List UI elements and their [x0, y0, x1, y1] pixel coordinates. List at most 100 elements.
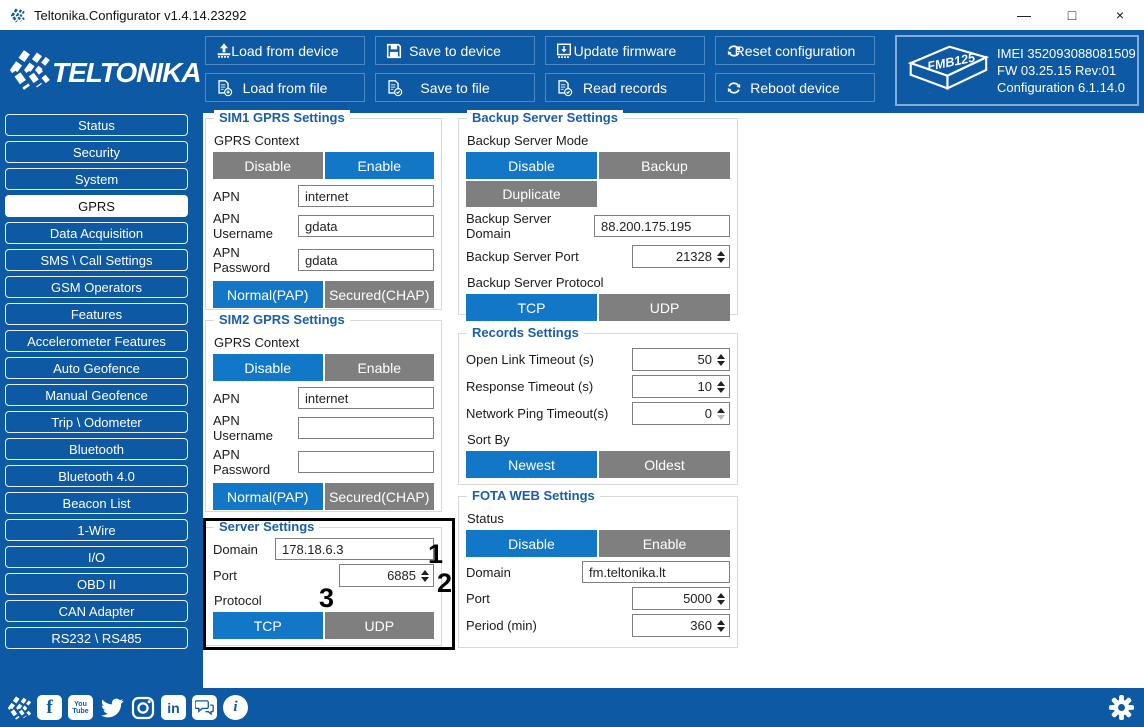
sim1-secured-chap-button[interactable]: Secured(CHAP) — [324, 281, 434, 308]
sort-newest-button[interactable]: Newest — [466, 451, 597, 478]
sidebar-item-obd-ii[interactable]: OBD II — [5, 573, 188, 595]
settings-gear-icon[interactable] — [1108, 694, 1135, 726]
apn-username-label: APN Username — [213, 211, 273, 241]
spinner-arrows[interactable] — [419, 569, 433, 582]
sidebar-item-data-acquisition[interactable]: Data Acquisition — [5, 222, 188, 244]
sim1-normal-pap-button[interactable]: Normal(PAP) — [213, 281, 323, 308]
upload-device-icon — [215, 42, 233, 60]
backup-port-spinner[interactable]: 21328 — [632, 245, 730, 268]
sim2-normal-pap-button[interactable]: Normal(PAP) — [213, 483, 323, 510]
button-label: Update firmware — [573, 42, 677, 59]
sim1-context-disable-button[interactable]: Disable — [213, 152, 323, 179]
device-imei: IMEI 352093088081509 — [997, 46, 1136, 61]
button-label: Read records — [582, 79, 668, 96]
teltonika-logo: TELTONIKA — [8, 46, 202, 99]
instagram-icon[interactable] — [129, 694, 156, 721]
spinner-arrows[interactable] — [715, 407, 729, 420]
update-firmware-button[interactable]: Update firmware — [545, 36, 705, 65]
spinner-arrows[interactable] — [715, 380, 729, 393]
read-records-button[interactable]: Read records — [545, 73, 705, 102]
sim1-context-enable-button[interactable]: Enable — [324, 152, 434, 179]
sidebar-item-trip-odometer[interactable]: Trip \ Odometer — [5, 411, 188, 433]
sidebar-item-io[interactable]: I/O — [5, 546, 188, 568]
backup-mode-backup-button[interactable]: Backup — [599, 152, 730, 179]
sim1-apn-username-input[interactable] — [298, 215, 434, 237]
sim1-apn-password-input[interactable] — [298, 249, 434, 271]
backup-domain-input[interactable] — [594, 215, 730, 237]
facebook-icon[interactable]: f — [36, 694, 63, 721]
spinner-arrows[interactable] — [715, 250, 729, 263]
section-title: SIM2 GPRS Settings — [214, 312, 350, 327]
close-button[interactable]: × — [1115, 7, 1125, 23]
server-domain-input[interactable] — [275, 538, 434, 560]
sim2-context-disable-button[interactable]: Disable — [213, 354, 323, 381]
section-sim2-gprs-settings: SIM2 GPRS Settings GPRS Context Disable … — [205, 312, 442, 512]
twitter-icon[interactable] — [98, 694, 125, 721]
sidebar-item-manual-geofence[interactable]: Manual Geofence — [5, 384, 188, 406]
sidebar-item-beacon-list[interactable]: Beacon List — [5, 492, 188, 514]
read-records-icon — [555, 79, 573, 97]
sim1-gprs-context-toggle: Disable Enable — [213, 152, 434, 179]
server-udp-button[interactable]: UDP — [324, 612, 434, 639]
info-icon[interactable]: i — [222, 694, 249, 721]
fota-port-spinner[interactable]: 5000 — [632, 587, 730, 610]
sidebar-item-gprs[interactable]: GPRS — [5, 195, 188, 217]
sidebar-item-accelerometer-features[interactable]: Accelerometer Features — [5, 330, 188, 352]
reboot-device-button[interactable]: Reboot device — [715, 73, 875, 102]
server-tcp-button[interactable]: TCP — [213, 612, 323, 639]
reset-configuration-button[interactable]: Reset configuration — [715, 36, 875, 65]
fota-port-label: Port — [466, 591, 490, 606]
backup-udp-button[interactable]: UDP — [599, 294, 730, 321]
sort-oldest-button[interactable]: Oldest — [599, 451, 730, 478]
sidebar-item-auto-geofence[interactable]: Auto Geofence — [5, 357, 188, 379]
sidebar-item-security[interactable]: Security — [5, 141, 188, 163]
backup-tcp-button[interactable]: TCP — [466, 294, 597, 321]
sim2-apn-username-input[interactable] — [298, 417, 434, 439]
fota-domain-label: Domain — [466, 564, 511, 580]
section-title: SIM1 GPRS Settings — [214, 110, 350, 125]
network-ping-timeout-spinner[interactable]: 0 — [632, 402, 730, 425]
spinner-arrows[interactable] — [715, 619, 729, 632]
sidebar-item-bluetooth[interactable]: Bluetooth — [5, 438, 188, 460]
chat-icon[interactable] — [191, 694, 218, 721]
backup-mode-disable-button[interactable]: Disable — [466, 152, 597, 179]
backup-mode-duplicate-button[interactable]: Duplicate — [466, 181, 597, 207]
save-to-file-button[interactable]: Save to file — [375, 73, 535, 102]
sidebar-item-1-wire[interactable]: 1-Wire — [5, 519, 188, 541]
sidebar-item-system[interactable]: System — [5, 168, 188, 190]
main-content: SIM1 GPRS Settings GPRS Context Disable … — [203, 110, 1144, 688]
sidebar-item-can-adapter[interactable]: CAN Adapter — [5, 600, 188, 622]
minimize-button[interactable]: — — [1017, 7, 1031, 23]
sim2-apn-input[interactable] — [298, 387, 434, 409]
sidebar-item-gsm-operators[interactable]: GSM Operators — [5, 276, 188, 298]
sidebar-item-rs232-rs485[interactable]: RS232 \ RS485 — [5, 627, 188, 649]
fota-disable-button[interactable]: Disable — [466, 530, 597, 557]
youtube-icon[interactable]: You Tube — [67, 694, 94, 721]
sim2-secured-chap-button[interactable]: Secured(CHAP) — [324, 483, 434, 510]
load-from-device-button[interactable]: Load from device — [205, 36, 365, 65]
spinner-arrows[interactable] — [715, 592, 729, 605]
fota-domain-input[interactable] — [582, 561, 730, 583]
response-timeout-spinner[interactable]: 10 — [632, 375, 730, 398]
open-link-timeout-spinner[interactable]: 50 — [632, 348, 730, 371]
sidebar-item-bluetooth-40[interactable]: Bluetooth 4.0 — [5, 465, 188, 487]
server-port-spinner[interactable]: 6885 — [339, 564, 434, 587]
sidebar-item-features[interactable]: Features — [5, 303, 188, 325]
spinner-arrows[interactable] — [715, 353, 729, 366]
sim1-apn-input[interactable] — [298, 185, 434, 207]
app-logo-icon — [9, 7, 26, 24]
save-to-device-button[interactable]: Save to device — [375, 36, 535, 65]
maximize-button[interactable]: □ — [1067, 7, 1077, 23]
sidebar-item-sms-call-settings[interactable]: SMS \ Call Settings — [5, 249, 188, 271]
sidebar-item-status[interactable]: Status — [5, 114, 188, 136]
sim2-context-enable-button[interactable]: Enable — [324, 354, 434, 381]
backup-mode-toggle: Disable Backup — [466, 152, 730, 179]
teltonika-footer-logo-icon[interactable] — [5, 694, 32, 721]
section-title: Records Settings — [467, 325, 584, 340]
sim2-apn-password-input[interactable] — [298, 451, 434, 473]
fota-enable-button[interactable]: Enable — [599, 530, 730, 557]
fota-period-spinner[interactable]: 360 — [632, 614, 730, 637]
linkedin-icon[interactable]: in — [160, 694, 187, 721]
load-from-file-button[interactable]: Load from file — [205, 73, 365, 102]
server-protocol-label: Protocol — [214, 593, 262, 608]
